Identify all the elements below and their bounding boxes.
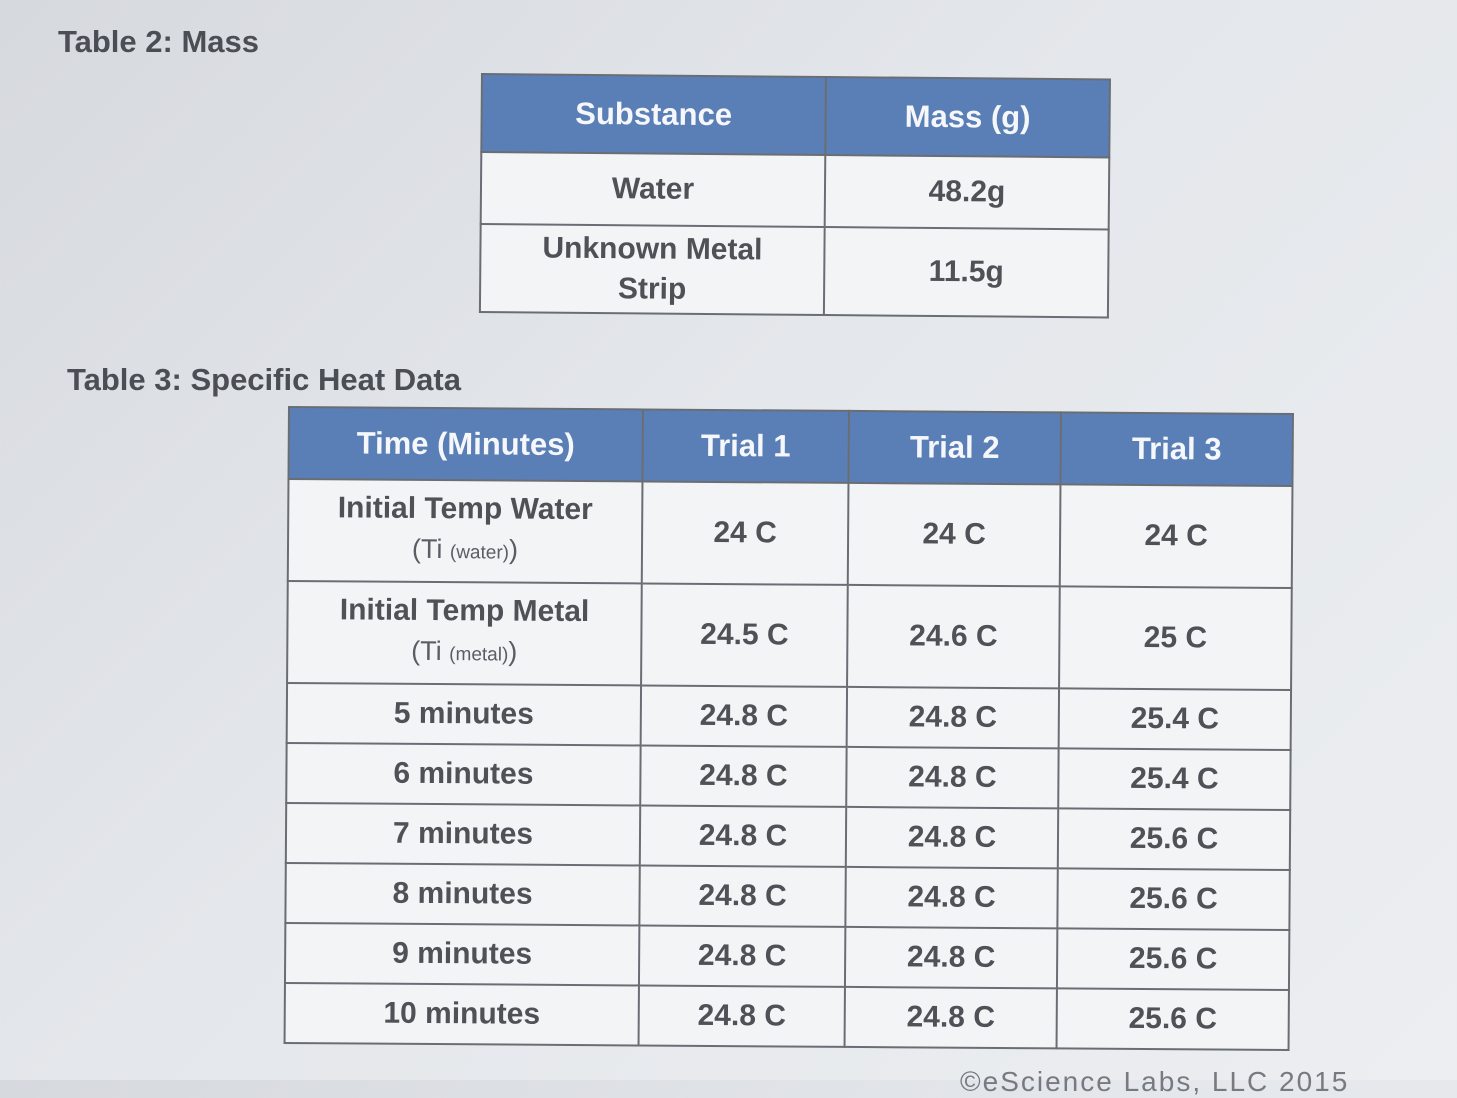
heat-table-header-row: Time (Minutes) Trial 1 Trial 2 Trial 3 — [288, 407, 1293, 487]
trial-1-cell: 24.8 C — [640, 745, 847, 807]
trial-1-cell: 24.8 C — [638, 985, 845, 1047]
trial-2-cell: 24.8 C — [844, 926, 1058, 989]
header-mass: Mass (g) — [825, 77, 1110, 158]
trial-3-cell: 24 C — [1059, 484, 1293, 589]
header-time: Time (Minutes) — [288, 407, 643, 482]
trial-2-cell: 24.8 C — [844, 986, 1057, 1049]
substance-cell: Water — [480, 152, 826, 228]
header-trial-3: Trial 3 — [1060, 412, 1293, 487]
row-label: Initial Temp Metal (Ti (metal)) — [287, 581, 642, 686]
row-label: 9 minutes — [284, 922, 640, 986]
row-label: Initial Temp Water (Ti (water)) — [287, 479, 643, 584]
trial-1-cell: 24.8 C — [640, 685, 848, 747]
header-trial-1: Trial 1 — [642, 409, 849, 483]
mass-table: Substance Mass (g) Water 48.2g Unknown M… — [479, 73, 1111, 318]
row-label: 8 minutes — [285, 862, 640, 926]
trial-1-cell: 24.8 C — [639, 865, 846, 927]
subscript-symbol: Ti — [420, 533, 443, 565]
trial-2-cell: 24.6 C — [847, 584, 1060, 689]
specific-heat-table: Time (Minutes) Trial 1 Trial 2 Trial 3 I… — [284, 406, 1294, 1051]
table-row: 10 minutes 24.8 C 24.8 C 25.6 C — [284, 982, 1289, 1051]
row-label: 6 minutes — [286, 742, 641, 806]
mass-cell: 48.2g — [824, 155, 1110, 230]
header-trial-2: Trial 2 — [848, 410, 1061, 485]
trial-2-cell: 24.8 C — [846, 746, 1059, 809]
table3-caption: Table 3: Specific Heat Data — [67, 362, 461, 397]
trial-2-cell: 24.8 C — [845, 866, 1058, 929]
mass-table-header-row: Substance Mass (g) — [481, 74, 1110, 158]
row-label-subscript: (Ti (metal)) — [411, 635, 518, 667]
row-label: 5 minutes — [286, 683, 642, 746]
row-label-subscript: (Ti (water)) — [411, 533, 519, 565]
trial-3-cell: 25.4 C — [1058, 748, 1291, 811]
table-row: Initial Temp Water (Ti (water)) 24 C 24 … — [287, 479, 1293, 589]
table2-caption: Table 2: Mass — [58, 24, 260, 59]
trial-3-cell: 25.6 C — [1056, 988, 1289, 1051]
trial-3-cell: 25.4 C — [1058, 688, 1292, 751]
trial-1-cell: 24.8 C — [639, 805, 847, 867]
mass-cell: 11.5g — [823, 227, 1109, 318]
table-row: Water 48.2g — [480, 152, 1110, 230]
header-substance: Substance — [481, 74, 826, 156]
trial-1-cell: 24.5 C — [641, 583, 848, 687]
trial-2-cell: 24 C — [847, 482, 1061, 587]
table-row: 7 minutes 24.8 C 24.8 C 25.6 C — [285, 802, 1291, 871]
subscript-qualifier: (water) — [449, 542, 510, 564]
subscript-qualifier: (metal) — [449, 644, 509, 666]
table-row: Initial Temp Metal (Ti (metal)) 24.5 C 2… — [287, 581, 1292, 691]
table-row: 9 minutes 24.8 C 24.8 C 25.6 C — [284, 922, 1290, 991]
row-label: 7 minutes — [285, 802, 641, 866]
trial-2-cell: 24.8 C — [846, 686, 1060, 749]
trial-3-cell: 25.6 C — [1057, 868, 1290, 931]
row-label-text: Initial Temp Water — [337, 491, 593, 527]
trial-1-cell: 24 C — [641, 481, 849, 585]
substance-cell: Unknown Metal Strip — [479, 224, 825, 316]
trial-1-cell: 24.8 C — [638, 925, 846, 987]
table-row: 8 minutes 24.8 C 24.8 C 25.6 C — [285, 862, 1290, 931]
subscript-symbol: Ti — [420, 635, 442, 667]
trial-3-cell: 25.6 C — [1056, 928, 1290, 991]
row-label: 10 minutes — [284, 982, 639, 1046]
trial-2-cell: 24.8 C — [845, 806, 1059, 869]
table-row: Unknown Metal Strip 11.5g — [479, 224, 1109, 318]
table-row: 6 minutes 24.8 C 24.8 C 25.4 C — [286, 742, 1291, 811]
table-row: 5 minutes 24.8 C 24.8 C 25.4 C — [286, 683, 1292, 751]
trial-3-cell: 25.6 C — [1057, 808, 1291, 871]
trial-3-cell: 25 C — [1059, 586, 1292, 691]
row-label-text: Initial Temp Metal — [339, 593, 590, 629]
copyright-footer: ©eScience Labs, LLC 2015 — [960, 1066, 1350, 1097]
